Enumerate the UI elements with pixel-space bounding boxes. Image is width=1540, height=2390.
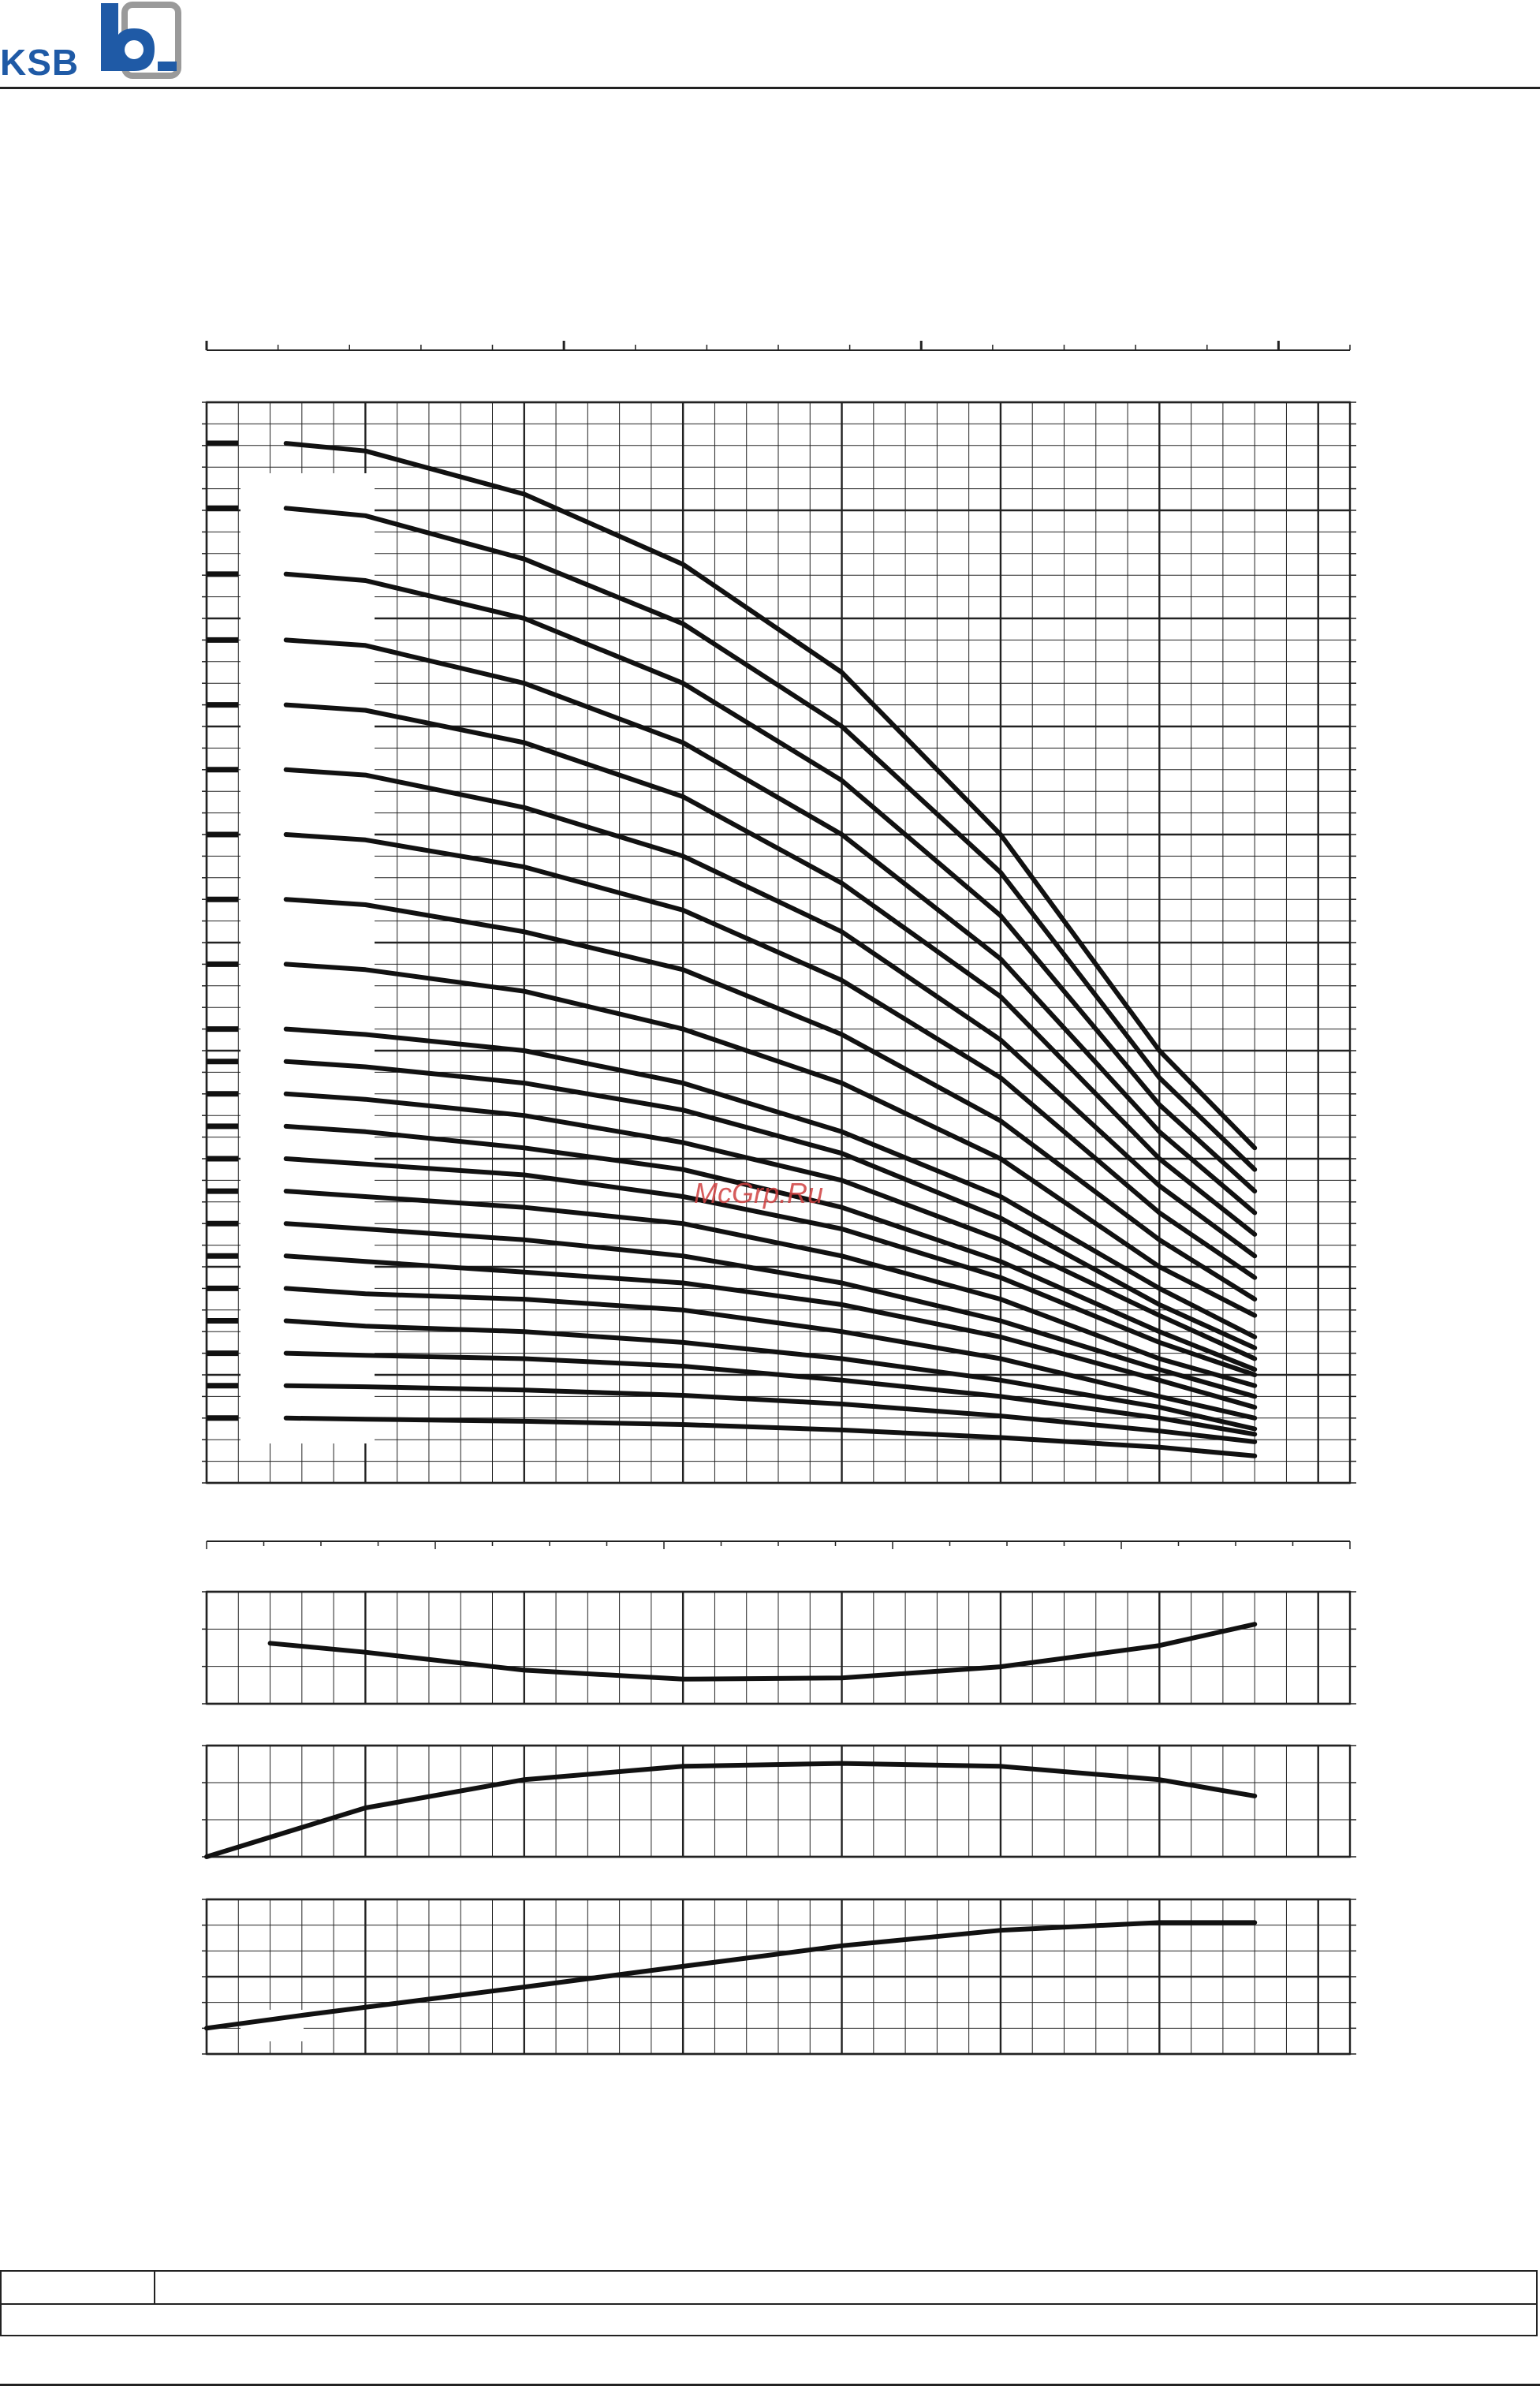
footer-table-row xyxy=(2,2272,1536,2305)
series-line xyxy=(283,702,1258,1237)
plot-frame xyxy=(205,1744,1352,1858)
series-line xyxy=(283,1286,1258,1421)
plot-frame xyxy=(205,1898,1352,2056)
footer-cell xyxy=(2,2272,155,2303)
label-area xyxy=(241,473,375,1443)
series-line xyxy=(283,1221,1258,1399)
series-line xyxy=(283,832,1258,1280)
series-line xyxy=(283,1026,1258,1339)
series-line xyxy=(283,441,1258,1151)
series-line xyxy=(283,962,1258,1318)
footer-rule xyxy=(0,2384,1540,2386)
series-line xyxy=(204,1761,1258,1859)
watermark-text: McGrp.Ru xyxy=(694,1177,824,1209)
series-line xyxy=(283,1156,1258,1377)
series-line xyxy=(204,1920,1258,2031)
series-line xyxy=(283,1059,1258,1350)
footer-table-row xyxy=(2,2305,1536,2336)
series-line xyxy=(283,1415,1258,1458)
series-line xyxy=(283,506,1258,1172)
series-line xyxy=(283,1383,1258,1444)
footer-table xyxy=(0,2270,1538,2336)
header-rule xyxy=(0,87,1540,89)
series-line xyxy=(283,637,1258,1216)
footer-cell xyxy=(155,2272,1536,2303)
series-line xyxy=(283,1189,1258,1388)
brand-logo-text: KSB xyxy=(0,42,80,83)
plot-frame xyxy=(205,401,1352,1484)
series-line xyxy=(283,571,1258,1194)
series-line xyxy=(283,1350,1258,1437)
series-line xyxy=(283,1253,1258,1410)
series-line xyxy=(283,897,1258,1302)
series-line xyxy=(267,1622,1258,1682)
series-line xyxy=(283,767,1258,1259)
series-line xyxy=(283,1318,1258,1432)
series-line xyxy=(283,1123,1258,1372)
series-line xyxy=(283,1091,1258,1361)
ksb-b-logo-icon xyxy=(101,2,181,79)
plot-frame xyxy=(205,1590,1352,1705)
